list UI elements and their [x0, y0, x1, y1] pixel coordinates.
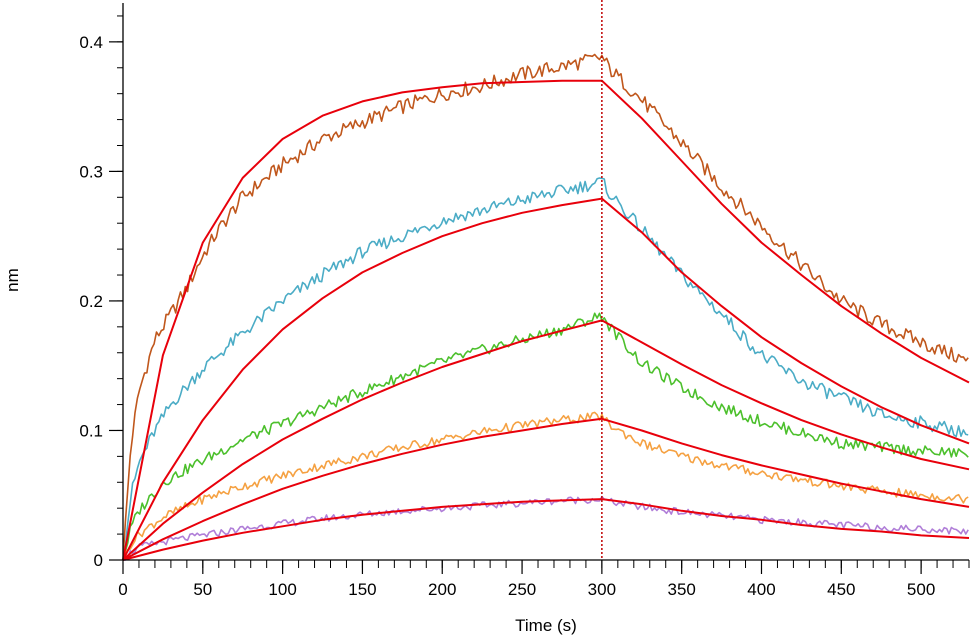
- x-tick-label: 500: [907, 580, 935, 599]
- fit-curve-3: [122, 319, 970, 561]
- x-tick-label: 200: [428, 580, 456, 599]
- x-tick-label: 0: [118, 580, 127, 599]
- x-tick-label: 250: [508, 580, 536, 599]
- y-axis-title: nm: [3, 268, 22, 292]
- fit-curve-4: [122, 417, 970, 561]
- x-tick-label: 300: [588, 580, 616, 599]
- y-tick-label: 0: [94, 551, 103, 570]
- x-tick-label: 50: [193, 580, 212, 599]
- fit-curve-2: [122, 197, 970, 561]
- x-axis-title: Time (s): [515, 616, 577, 635]
- x-tick-label: 350: [667, 580, 695, 599]
- axes: 0 50 100 150 200 250 300 350 400 450 500 0 0.1 0.2 0.3…: [79, 0, 970, 599]
- fit-curve-5: [122, 498, 970, 561]
- y-tick-label: 0.3: [79, 162, 103, 181]
- y-tick-label: 0.4: [79, 33, 103, 52]
- data-series-2: [122, 177, 969, 561]
- fit-curve-1: [122, 79, 970, 561]
- fit-curves: [122, 79, 970, 561]
- x-tick-label: 150: [348, 580, 376, 599]
- y-tick-label: 0.2: [79, 292, 103, 311]
- y-tick-label: 0.1: [79, 421, 103, 440]
- data-series-3: [122, 312, 969, 561]
- x-tick-label: 400: [747, 580, 775, 599]
- data-series-1: [122, 53, 969, 561]
- x-tick-label: 450: [827, 580, 855, 599]
- x-tick-label: 100: [268, 580, 296, 599]
